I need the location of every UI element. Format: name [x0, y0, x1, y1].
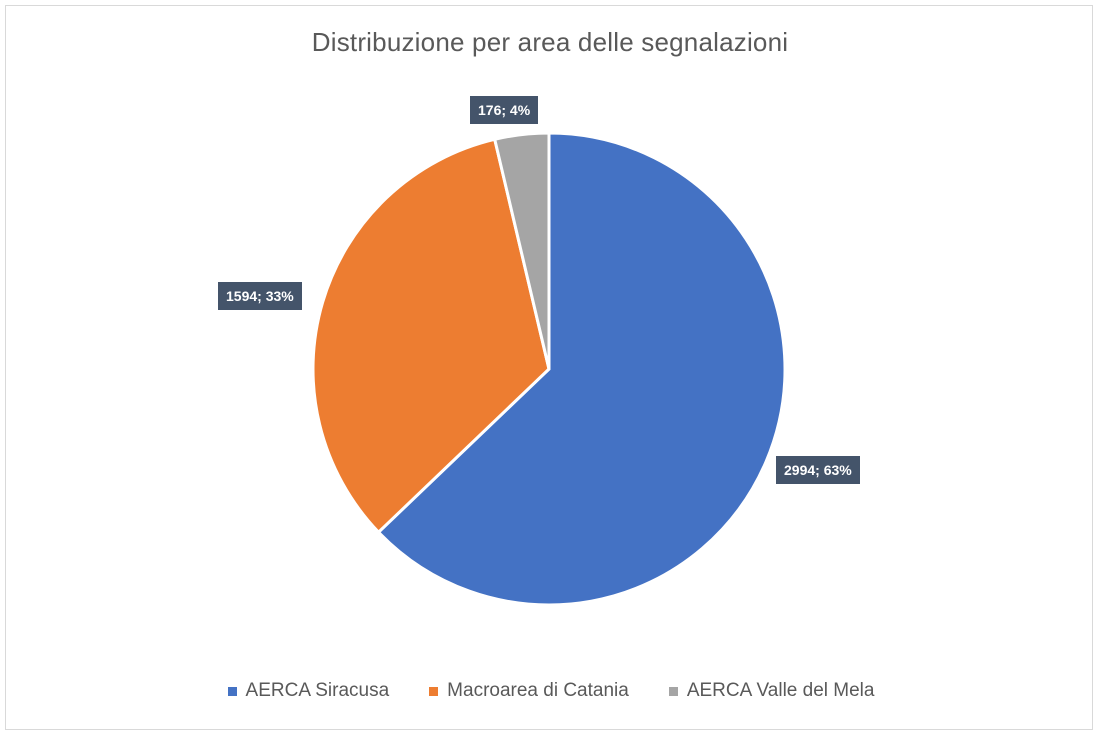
- legend-item-aerca-siracusa: AERCA Siracusa: [227, 680, 390, 702]
- legend-item-aerca-valle-del-mela: AERCA Valle del Mela: [668, 680, 875, 702]
- legend-swatch: [227, 686, 237, 696]
- data-label-aerca-siracusa: 2994; 63%: [776, 456, 860, 484]
- data-label-aerca-valle-del-mela: 176; 4%: [470, 96, 539, 124]
- legend-swatch: [429, 686, 439, 696]
- legend-label: AERCA Valle del Mela: [686, 680, 875, 701]
- chart-title: Distribuzione per area delle segnalazion…: [311, 27, 789, 57]
- legend-label: Macroarea di Catania: [447, 680, 629, 701]
- pie-slice-aerca-valle-del-mela: [493, 131, 551, 371]
- legend-item-macroarea-di-catania: Macroarea di Catania: [429, 680, 629, 702]
- pie-slice-aerca-siracusa: [377, 131, 787, 607]
- legend-label: AERCA Siracusa: [245, 680, 390, 701]
- legend-swatch: [668, 686, 678, 696]
- pie-slice-macroarea-di-catania: [311, 137, 551, 534]
- legend: AERCA Siracusa Macroarea di Catania AERCA …: [0, 680, 1102, 702]
- data-label-macroarea-di-catania: 1594; 33%: [218, 282, 302, 310]
